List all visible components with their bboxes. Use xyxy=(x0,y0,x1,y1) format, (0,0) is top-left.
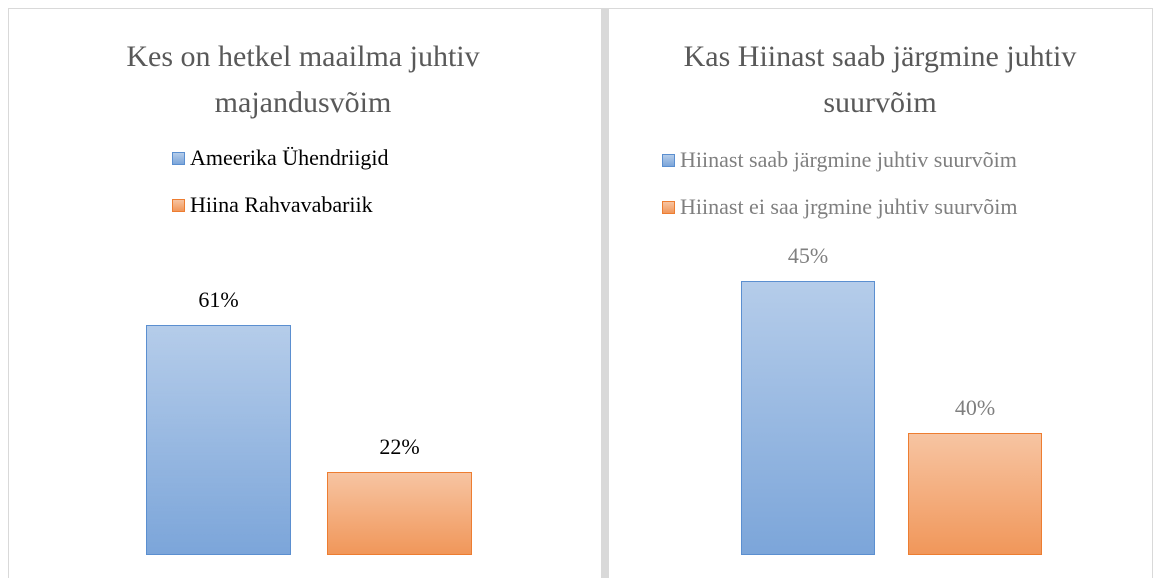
data-label: 45% xyxy=(787,243,829,269)
bar xyxy=(146,324,291,555)
legend-label: Hiina Rahvavabariik xyxy=(190,192,373,217)
bar xyxy=(741,281,875,555)
bar xyxy=(327,472,472,555)
legend-swatch xyxy=(172,152,185,165)
chart-panel xyxy=(608,8,1153,578)
legend-label: Hiinast ei saa jrgmine juhtiv suurvõim xyxy=(680,194,1018,219)
legend-swatch xyxy=(662,154,675,167)
legend-label: Hiinast saab järgmine juhtiv suurvõim xyxy=(680,147,1017,172)
data-label: 22% xyxy=(379,434,420,460)
legend-label: Ameerika Ühendriigid xyxy=(190,145,389,170)
data-label: 61% xyxy=(198,286,239,312)
legend-swatch xyxy=(172,199,185,212)
chart-title: Kes on hetkel maailma juhtiv majandusvõi… xyxy=(126,40,480,119)
legend-swatch xyxy=(662,201,675,214)
bar xyxy=(908,433,1042,555)
chart-panel xyxy=(8,8,602,578)
chart-title: Kas Hiinast saab järgmine juhtiv suurvõi… xyxy=(683,40,1077,119)
data-label: 40% xyxy=(954,395,996,421)
divider xyxy=(602,8,608,578)
